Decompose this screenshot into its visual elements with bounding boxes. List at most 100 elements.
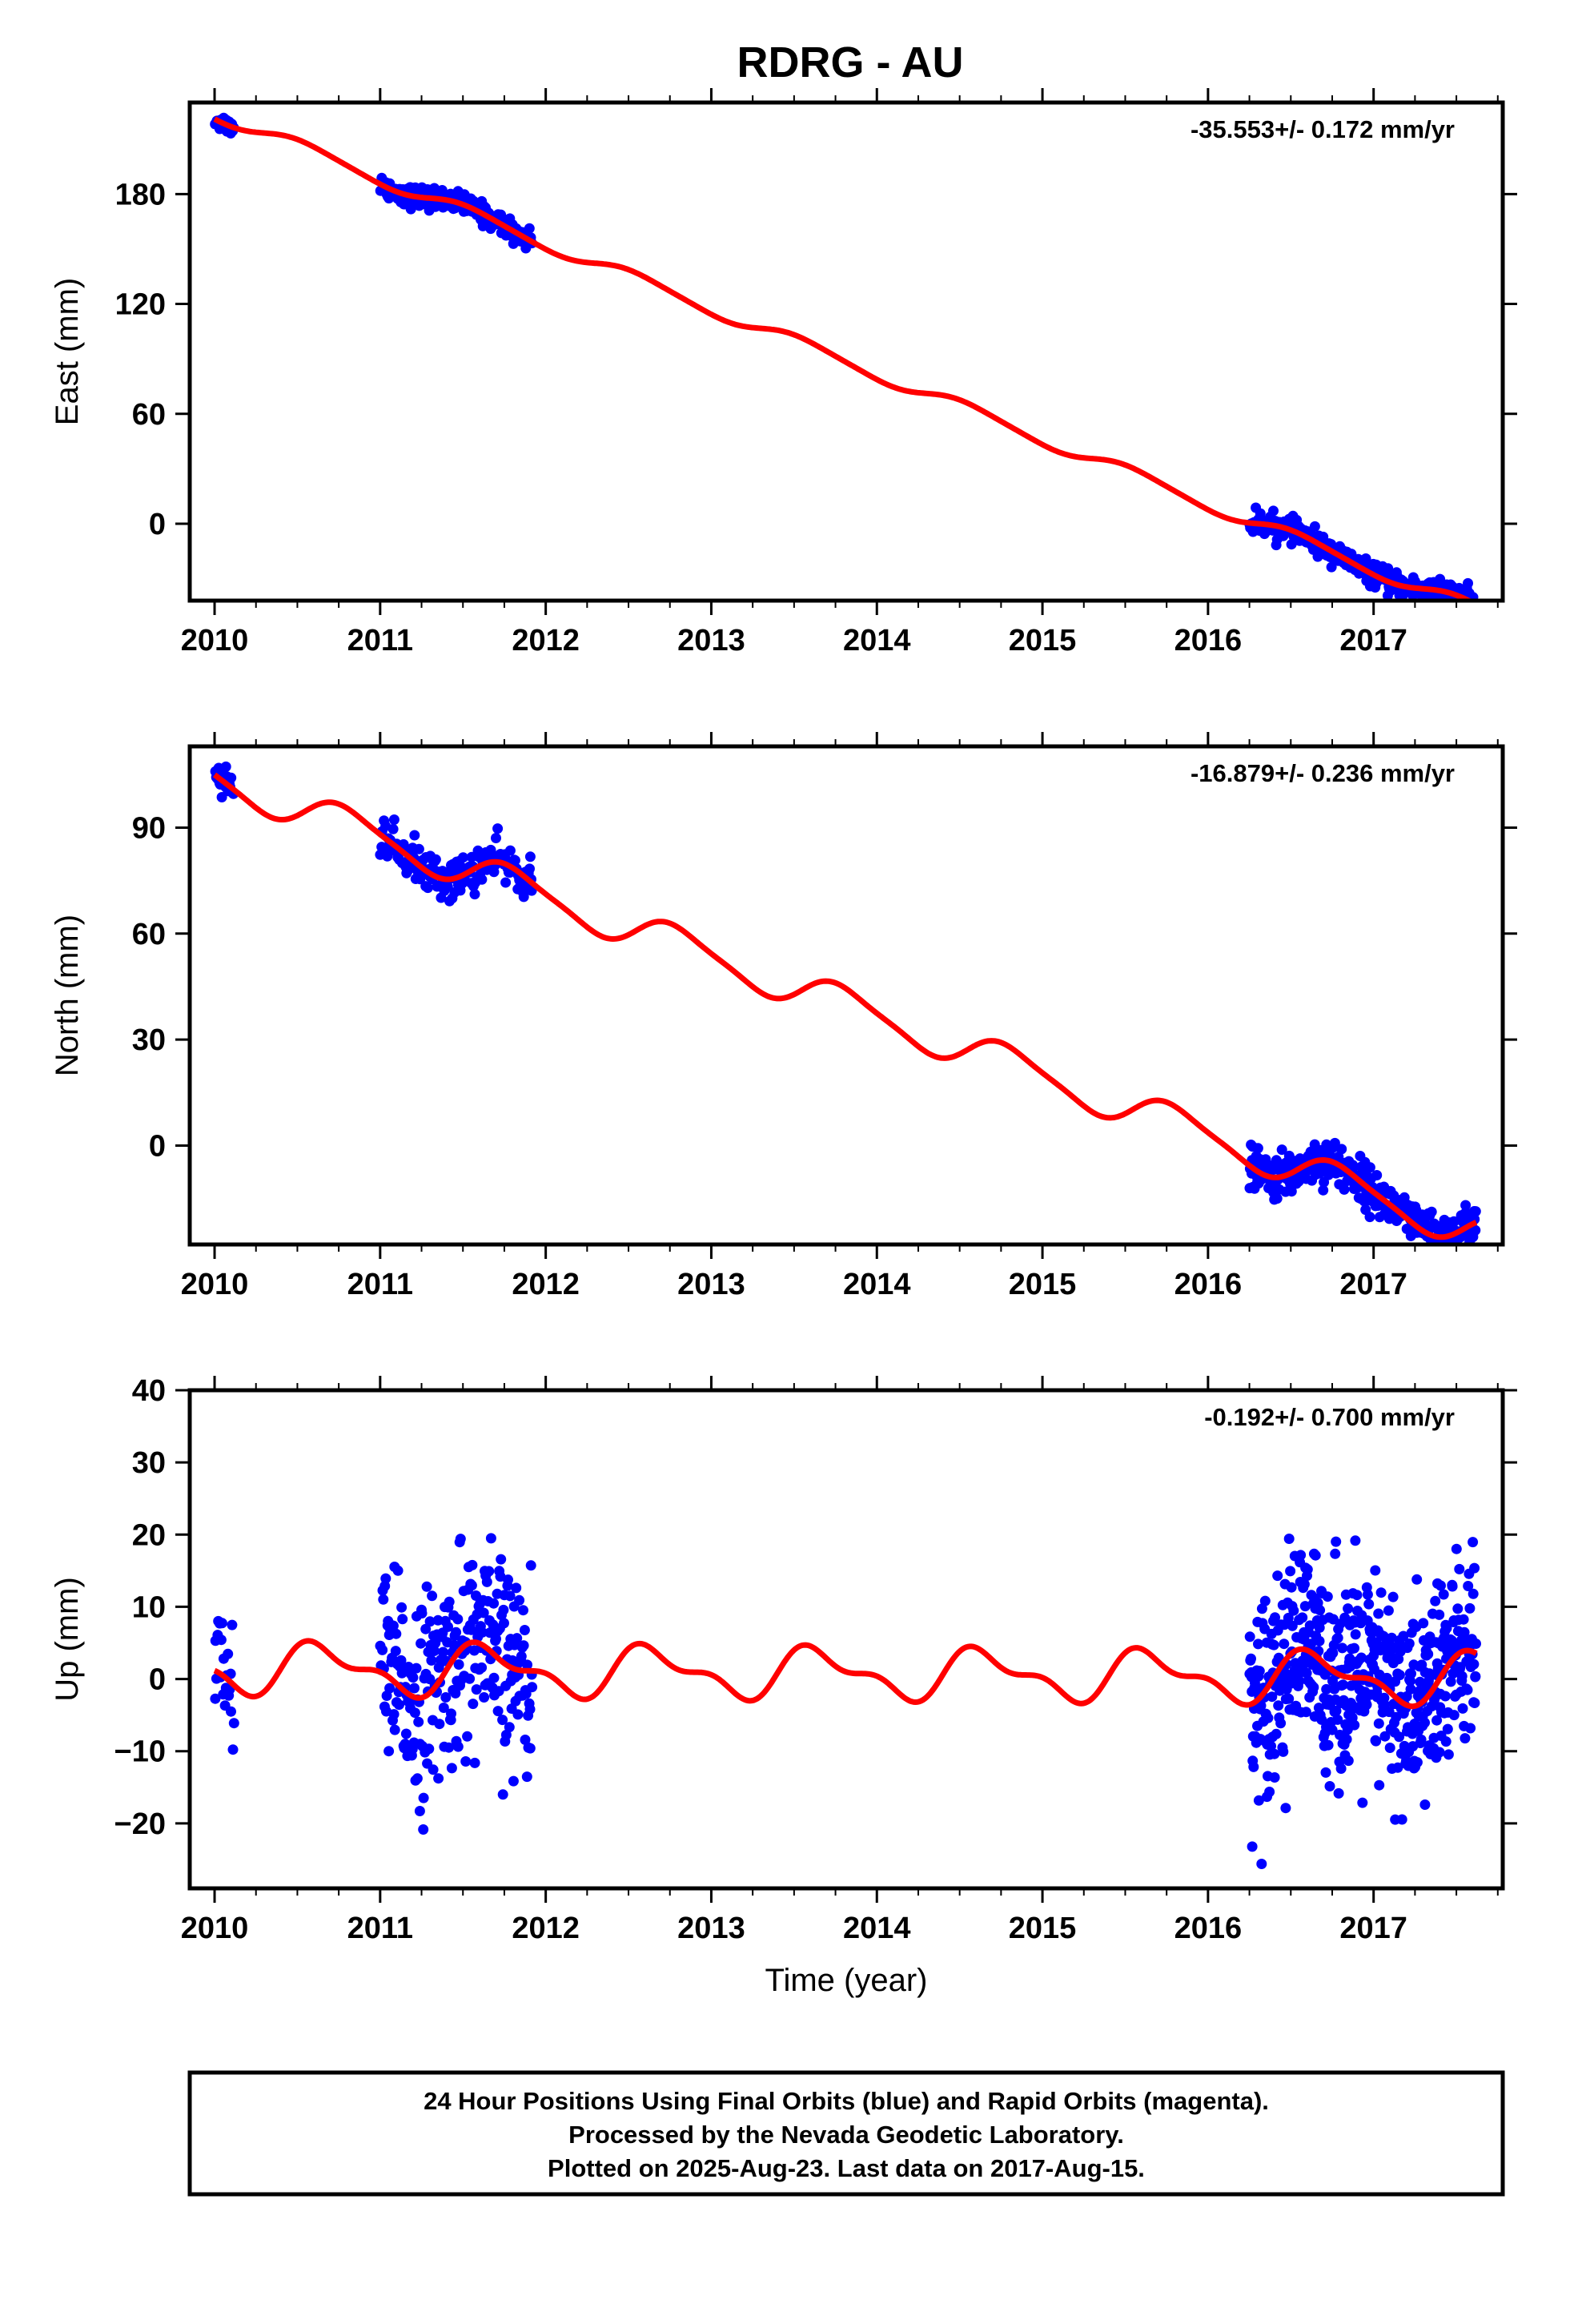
- data-point: [227, 1744, 239, 1755]
- data-point: [1286, 1186, 1297, 1197]
- data-point: [1435, 1247, 1445, 1257]
- data-point: [436, 185, 448, 195]
- data-point: [481, 1576, 492, 1587]
- data-point: [1302, 1564, 1313, 1575]
- data-point: [1424, 1671, 1435, 1682]
- data-point: [1371, 1735, 1382, 1747]
- data-point: [1304, 1620, 1315, 1631]
- data-point: [438, 1703, 449, 1713]
- data-point: [1339, 1612, 1351, 1623]
- data-point: [226, 1706, 236, 1717]
- data-point: [418, 1792, 429, 1803]
- data-point: [1324, 1781, 1335, 1791]
- data-point: [1335, 1763, 1347, 1774]
- panel-up: 2010 2011 2012 2013 2014 2015 2016 2017 −20 −10 0 1…: [50, 1374, 1517, 1998]
- data-point: [1423, 1649, 1434, 1659]
- data-point: [1430, 1595, 1441, 1606]
- data-point: [1343, 1603, 1354, 1614]
- data-point: [1364, 1212, 1375, 1223]
- rate-label: -16.879+/- 0.236 mm/yr: [1191, 759, 1455, 787]
- data-point: [1306, 1638, 1317, 1650]
- data-point: [491, 833, 501, 843]
- data-point: [408, 1672, 419, 1683]
- y-axis-label: Up (mm): [50, 1577, 85, 1702]
- data-point: [1332, 1714, 1343, 1725]
- y-tick-label: 90: [132, 811, 166, 845]
- data-point: [383, 1746, 395, 1757]
- data-point: [519, 1625, 530, 1635]
- data-point: [1443, 1749, 1454, 1760]
- data-point: [1456, 1671, 1468, 1682]
- data-point: [424, 1743, 435, 1755]
- data-point: [1463, 1581, 1474, 1591]
- data-point: [1469, 1698, 1480, 1708]
- data-point: [427, 1590, 438, 1602]
- footer-line-3: Plotted on 2025-Aug-23. Last data on 201…: [548, 2154, 1145, 2182]
- data-point: [453, 1659, 464, 1670]
- data-point: [1443, 1247, 1453, 1257]
- data-point: [1300, 1707, 1311, 1718]
- data-point: [416, 1608, 428, 1618]
- data-point: [412, 1773, 423, 1784]
- data-point: [1405, 1683, 1416, 1695]
- data-point: [1341, 1734, 1352, 1745]
- data-point: [428, 1646, 440, 1656]
- data-point: [496, 209, 507, 220]
- data-point: [437, 1647, 448, 1658]
- data-point: [1331, 1536, 1342, 1547]
- data-point: [525, 1560, 536, 1571]
- data-point: [428, 1764, 439, 1775]
- data-point: [1434, 1609, 1445, 1620]
- data-point: [216, 1618, 227, 1629]
- data-point: [433, 1773, 444, 1784]
- data-point: [228, 1718, 239, 1729]
- y-axis-label: North (mm): [50, 915, 85, 1076]
- data-point: [503, 1574, 513, 1586]
- data-point: [450, 1687, 461, 1699]
- data-point: [1362, 1589, 1373, 1600]
- x-tick-label: 2012: [512, 624, 580, 657]
- data-point: [1458, 1614, 1469, 1625]
- data-point: [1320, 1767, 1331, 1778]
- data-point: [460, 1756, 472, 1767]
- data-point: [1470, 1671, 1481, 1682]
- y-tick-label: 180: [115, 178, 166, 211]
- plot-frame: [187, 100, 1505, 603]
- data-point: [524, 223, 535, 234]
- data-point: [1279, 1638, 1290, 1650]
- data-point: [1383, 1605, 1394, 1616]
- data-point: [1370, 1565, 1381, 1576]
- y-tick-label: 40: [132, 1374, 166, 1408]
- data-point: [1280, 1803, 1291, 1814]
- data-point: [440, 1692, 452, 1703]
- x-tick-label: 2010: [181, 624, 249, 657]
- data-point: [1268, 505, 1279, 517]
- data-point: [1246, 1653, 1256, 1664]
- data-point: [1419, 1717, 1430, 1728]
- data-point: [1438, 1589, 1449, 1600]
- data-point: [468, 1699, 479, 1710]
- data-point: [446, 1763, 457, 1774]
- data-point: [1468, 1537, 1479, 1548]
- data-point: [448, 1639, 460, 1651]
- data-points-north: [210, 761, 1481, 1257]
- data-point: [1394, 1670, 1405, 1681]
- data-point: [377, 1644, 388, 1655]
- data-point: [1415, 1734, 1427, 1745]
- data-point: [1326, 561, 1337, 573]
- data-point: [1373, 1718, 1384, 1729]
- data-point: [1327, 1647, 1339, 1659]
- data-point: [1333, 1787, 1344, 1799]
- rate-label: -35.553+/- 0.172 mm/yr: [1191, 115, 1455, 143]
- data-point: [1259, 1595, 1271, 1606]
- y-tick-label: 60: [132, 398, 166, 432]
- footer-frame: [187, 2070, 1505, 2197]
- data-point: [458, 852, 468, 863]
- data-point: [1470, 604, 1480, 614]
- data-point: [1252, 1143, 1263, 1154]
- data-point: [452, 1614, 464, 1625]
- x-tick-label: 2014: [843, 1268, 911, 1301]
- data-point: [227, 1619, 238, 1630]
- data-point: [1269, 1772, 1280, 1783]
- data-point: [1272, 1570, 1283, 1582]
